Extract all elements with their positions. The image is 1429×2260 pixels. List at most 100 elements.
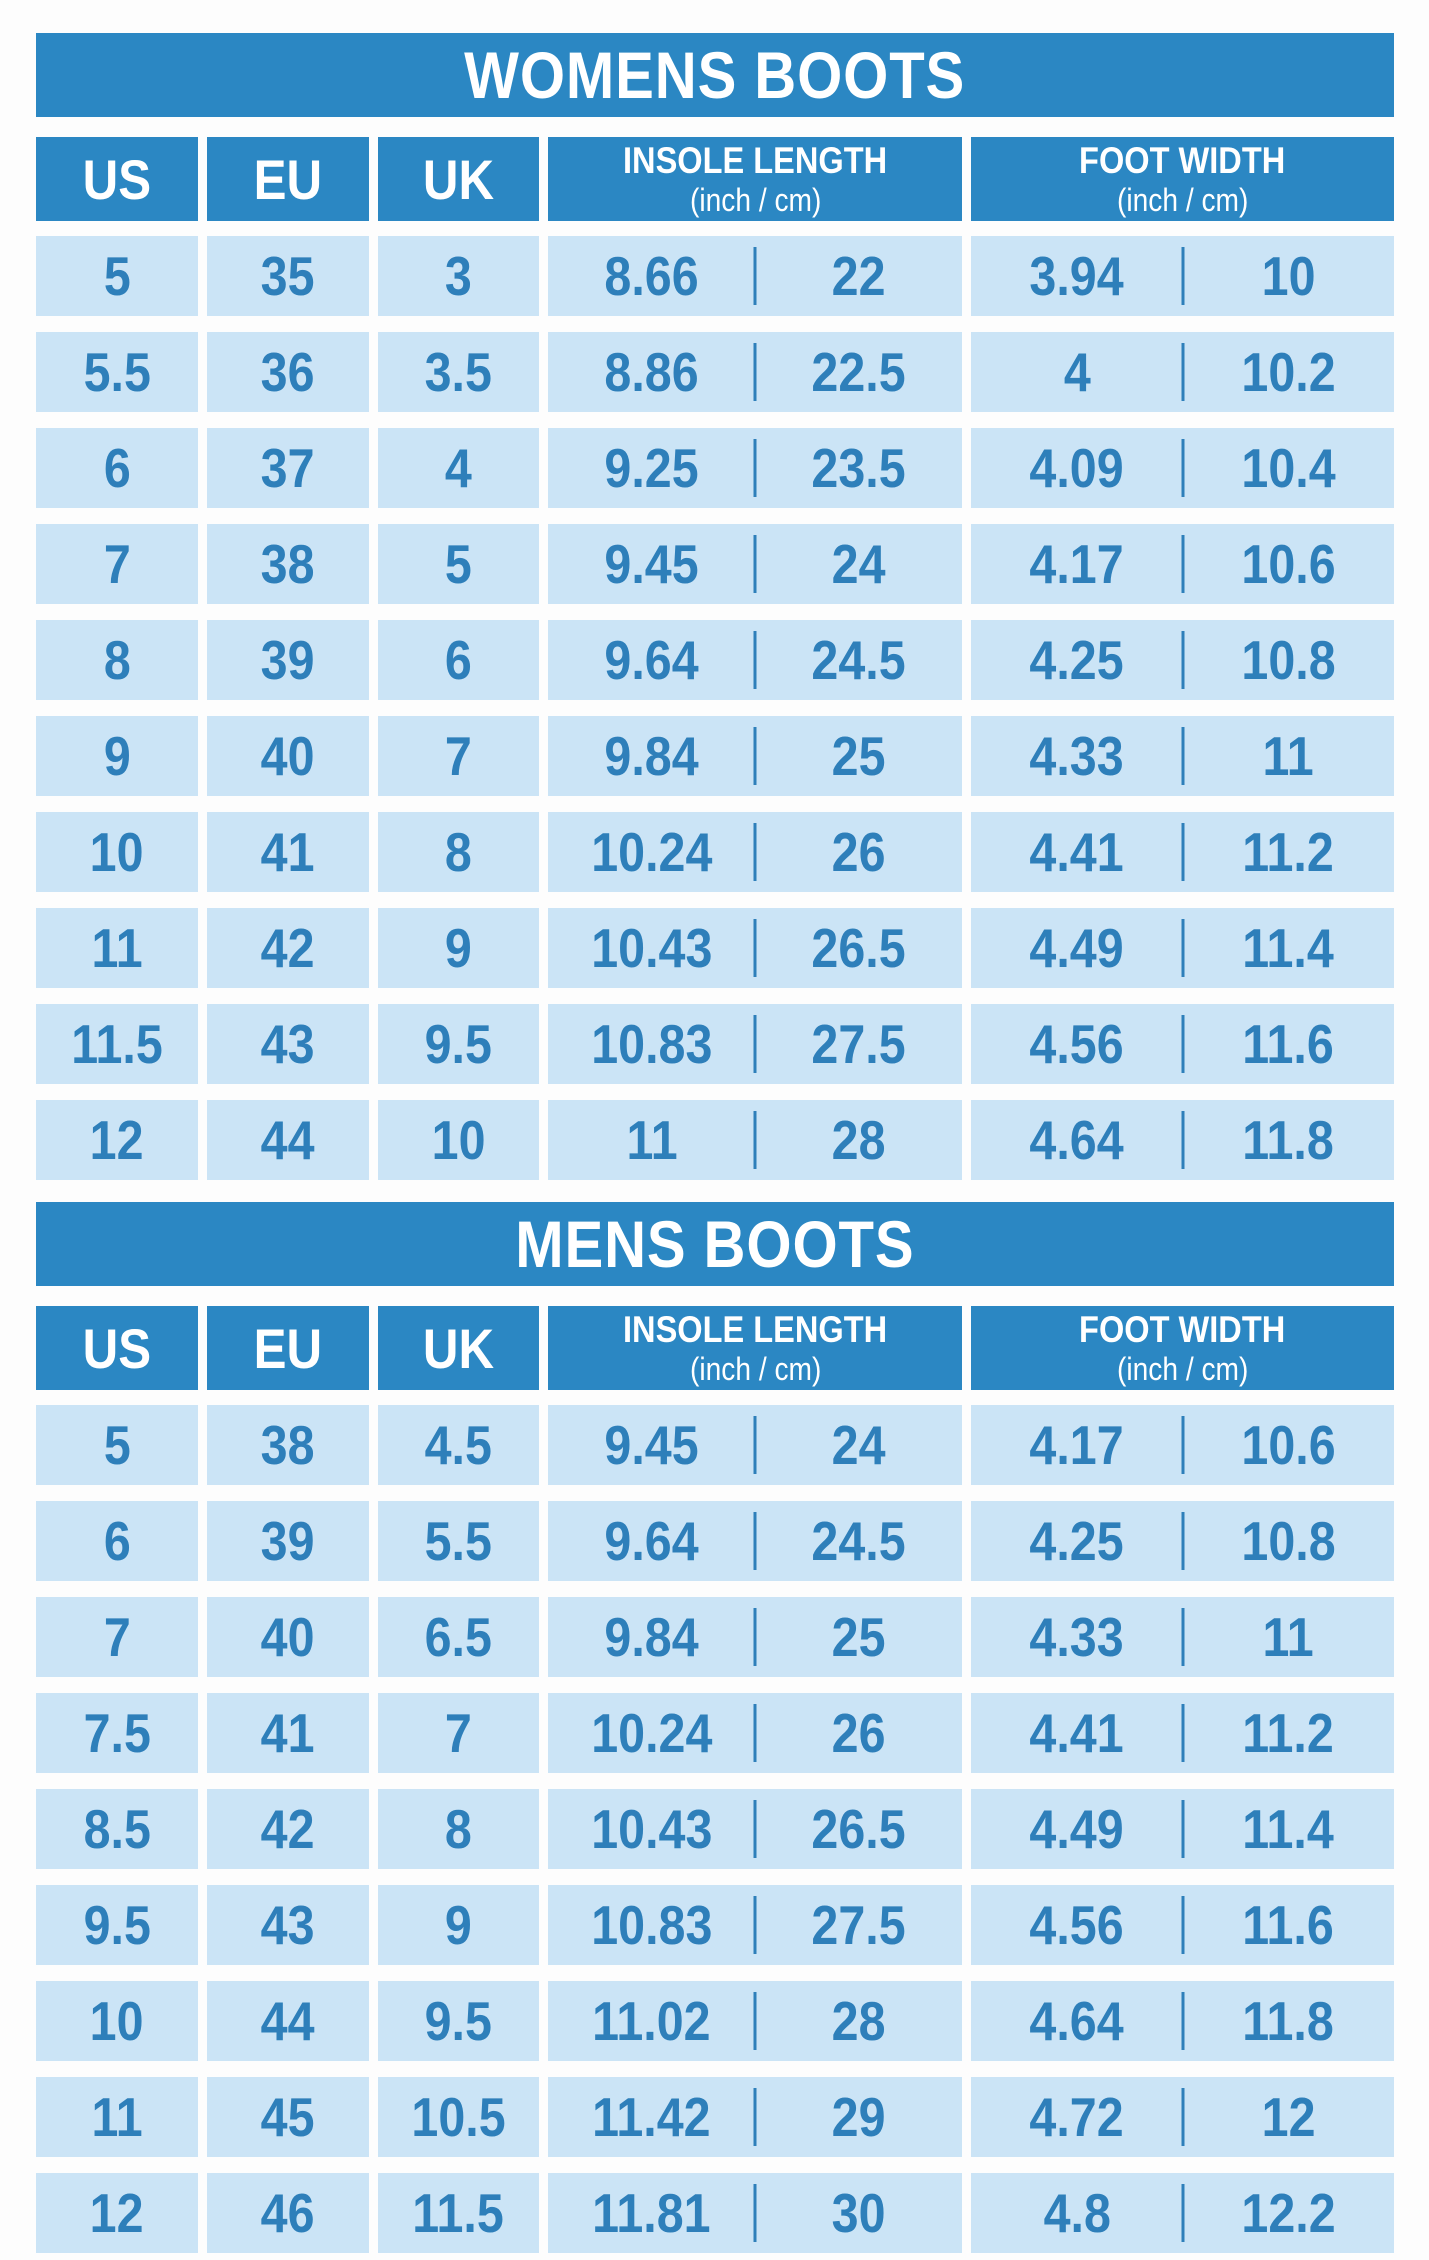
column-header-eu: EU [206,137,369,221]
inch-value: 4.64 [1029,1109,1124,1171]
inch-half: 11.81 [548,2173,755,2253]
column-header-label: UK [422,1316,495,1380]
inch-value: 11.81 [592,2182,712,2244]
column-header-insole-length: INSOLE LENGTH (inch / cm) [548,1306,963,1390]
cm-half: 24 [755,524,962,604]
value-divider [753,1896,757,1954]
table-row: 6 39 5.5 9.64 24.5 4.25 10.8 [36,1501,1394,1581]
cm-value: 11.8 [1242,1109,1335,1171]
size-value: 6 [103,1510,131,1572]
insole-length-cell: 8.66 22 [548,236,963,316]
column-header-label: US [82,1316,152,1380]
inch-value: 9.45 [604,533,699,595]
inch-value: 9.64 [604,1510,699,1572]
inch-value: 11 [626,1109,678,1171]
table-row: 10 44 9.5 11.02 28 4.64 11.8 [36,1981,1394,2061]
size-value: 38 [260,533,315,595]
mens-boots-table: MENS BOOTS US EU UK INSOLE LENGTH (inch … [36,1202,1394,2253]
cm-value: 10.2 [1241,341,1336,403]
uk-size-cell: 7 [377,716,540,796]
cm-half: 11.8 [1183,1981,1394,2061]
size-value: 40 [260,725,315,787]
cm-value: 10.8 [1241,1510,1336,1572]
foot-width-cell: 4.25 10.8 [971,1501,1394,1581]
value-divider [753,439,757,497]
column-header-us: US [36,1306,198,1390]
table-row: 8 39 6 9.64 24.5 4.25 10.8 [36,620,1394,700]
cm-value: 10.6 [1241,533,1336,595]
size-value: 4 [444,437,472,499]
uk-size-cell: 10 [377,1100,540,1180]
value-divider [753,631,757,689]
eu-size-cell: 38 [206,1405,369,1485]
column-header-label: US [82,147,152,211]
size-value: 3.5 [424,341,493,403]
value-divider [1181,1416,1185,1474]
us-size-cell: 11 [36,908,198,988]
inch-half: 9.84 [548,716,755,796]
value-divider [753,1015,757,1073]
foot-width-cell: 4.49 11.4 [971,1789,1394,1869]
table-row: 7 40 6.5 9.84 25 4.33 11 [36,1597,1394,1677]
cm-half: 22.5 [755,332,962,412]
value-divider [753,1608,757,1666]
inch-half: 8.86 [548,332,755,412]
us-size-cell: 6 [36,428,198,508]
size-value: 5.5 [83,341,151,403]
foot-width-cell: 4.33 11 [971,716,1394,796]
us-size-cell: 10 [36,812,198,892]
table-row: 8.5 42 8 10.43 26.5 4.49 11.4 [36,1789,1394,1869]
foot-width-cell: 4.17 10.6 [971,524,1394,604]
inch-half: 4.25 [971,620,1182,700]
cm-value: 11.6 [1242,1894,1335,1956]
inch-half: 9.84 [548,1597,755,1677]
us-size-cell: 12 [36,2173,198,2253]
size-value: 40 [260,1606,315,1668]
table-row: 5 35 3 8.66 22 3.94 10 [36,236,1394,316]
uk-size-cell: 9 [377,1885,540,1965]
value-divider [753,535,757,593]
foot-width-cell: 4 10.2 [971,332,1394,412]
inch-half: 4.64 [971,1100,1182,1180]
inch-half: 10.43 [548,1789,755,1869]
insole-length-cell: 9.45 24 [548,1405,963,1485]
inch-value: 4.17 [1029,1414,1124,1476]
inch-value: 8.66 [604,245,699,307]
uk-size-cell: 7 [377,1693,540,1773]
table-rows: 5 35 3 8.66 22 3.94 10 5.5 36 3.5 8.86 22.5 4 10.2 6 37… [36,236,1394,1180]
cm-half: 26.5 [755,908,962,988]
size-value: 44 [260,1990,315,2052]
value-divider [1181,1512,1185,1570]
uk-size-cell: 11.5 [377,2173,540,2253]
value-divider [753,1992,757,2050]
inch-half: 11.02 [548,1981,755,2061]
size-value: 35 [260,245,315,307]
inch-half: 11.42 [548,2077,755,2157]
table-row: 7.5 41 7 10.24 26 4.41 11.2 [36,1693,1394,1773]
value-divider [1181,535,1185,593]
cm-value: 11 [1262,725,1314,787]
inch-half: 9.64 [548,1501,755,1581]
cm-half: 10.8 [1183,1501,1394,1581]
eu-size-cell: 43 [206,1004,369,1084]
inch-value: 3.94 [1029,245,1124,307]
foot-width-cell: 4.56 11.6 [971,1885,1394,1965]
inch-value: 4.64 [1029,1990,1124,2052]
inch-half: 4.09 [971,428,1182,508]
column-headers-row: US EU UK INSOLE LENGTH (inch / cm) FOOT … [36,137,1394,221]
inch-value: 9.64 [604,629,699,691]
size-value: 7 [444,1702,472,1764]
inch-value: 10.83 [591,1013,713,1075]
inch-value: 4.09 [1029,437,1124,499]
cm-value: 26 [831,821,886,883]
cm-value: 28 [831,1109,886,1171]
inch-value: 4.25 [1029,1510,1124,1572]
value-divider [1181,631,1185,689]
size-value: 7 [444,725,472,787]
size-value: 46 [260,2182,315,2244]
value-divider [1181,727,1185,785]
cm-value: 22 [831,245,886,307]
size-value: 9.5 [424,1013,493,1075]
us-size-cell: 9 [36,716,198,796]
inch-value: 4.49 [1029,917,1124,979]
